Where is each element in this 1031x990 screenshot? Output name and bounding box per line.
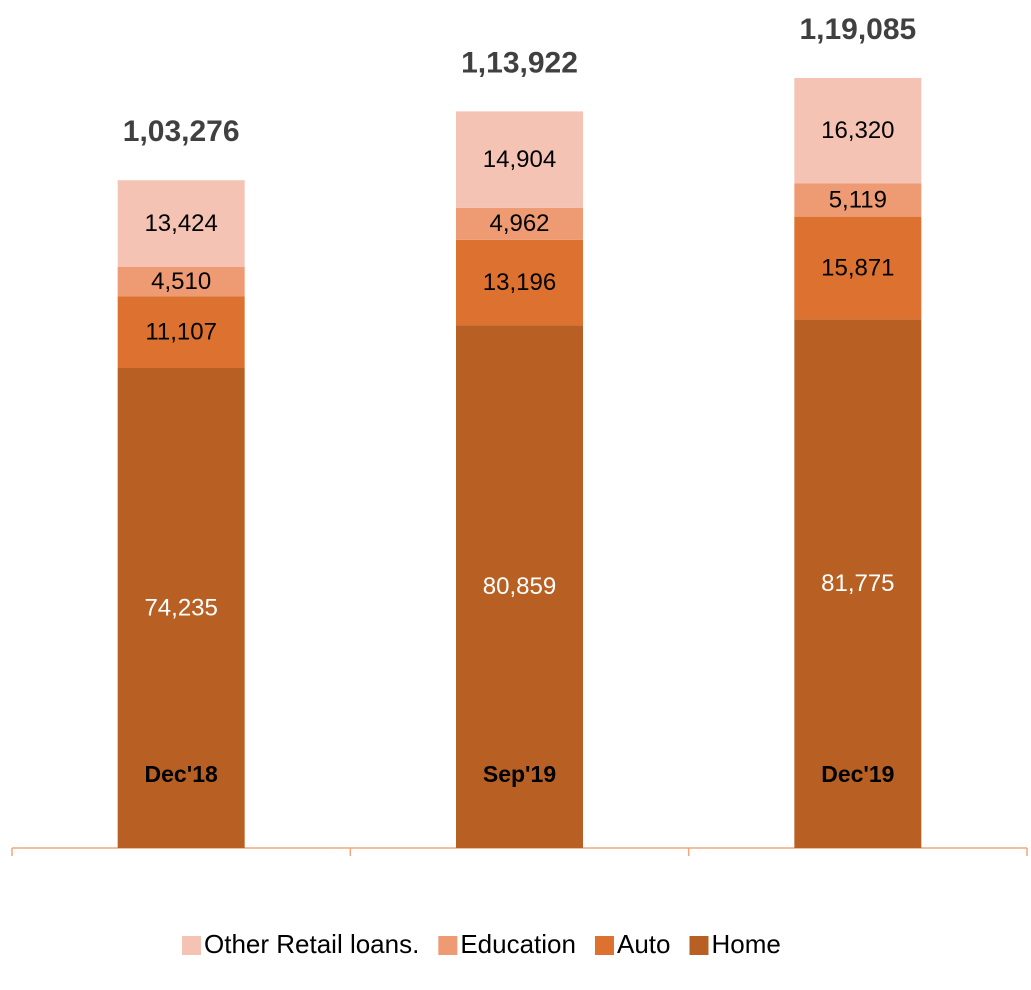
data-label: 5,119 bbox=[829, 186, 887, 213]
bar-segment bbox=[456, 207, 583, 240]
legend-label: Home bbox=[711, 929, 780, 959]
data-label: 4,962 bbox=[489, 210, 549, 237]
legend-label: Education bbox=[460, 929, 576, 959]
data-label: 4,510 bbox=[151, 268, 211, 295]
legend-swatch bbox=[438, 936, 458, 955]
data-label: 15,871 bbox=[821, 254, 894, 281]
data-label: 80,859 bbox=[483, 573, 556, 600]
legend-swatch bbox=[594, 936, 614, 955]
legend-label: Auto bbox=[617, 929, 671, 959]
bar-segment bbox=[456, 239, 583, 326]
bar-segment bbox=[456, 111, 583, 208]
data-label: 16,320 bbox=[821, 117, 894, 144]
total-label: 1,19,085 bbox=[799, 13, 916, 46]
bar-segment bbox=[794, 216, 922, 320]
bar-segment bbox=[794, 78, 922, 184]
bar-segment bbox=[456, 325, 583, 848]
x-tick-label: Sep'19 bbox=[483, 761, 556, 787]
data-label: 74,235 bbox=[144, 594, 217, 621]
data-label: 13,196 bbox=[483, 269, 556, 296]
x-tick-label: Dec'19 bbox=[821, 761, 894, 787]
bar-segment bbox=[794, 319, 922, 848]
legend-label: Other Retail loans. bbox=[204, 929, 419, 959]
x-tick-label: Dec'18 bbox=[145, 761, 218, 787]
data-label: 11,107 bbox=[145, 318, 217, 345]
data-label: 13,424 bbox=[144, 210, 217, 237]
total-label: 1,13,922 bbox=[461, 46, 578, 79]
bar-segment bbox=[117, 180, 245, 268]
legend-swatch bbox=[689, 936, 709, 955]
bar-segment bbox=[117, 367, 245, 848]
bar-segment bbox=[117, 296, 245, 368]
bar-segment bbox=[117, 267, 245, 297]
data-label: 81,775 bbox=[821, 570, 894, 597]
total-label: 1,03,276 bbox=[123, 115, 240, 148]
legend-swatch bbox=[182, 936, 201, 955]
bar-segment bbox=[794, 183, 922, 217]
data-label: 14,904 bbox=[483, 146, 556, 173]
